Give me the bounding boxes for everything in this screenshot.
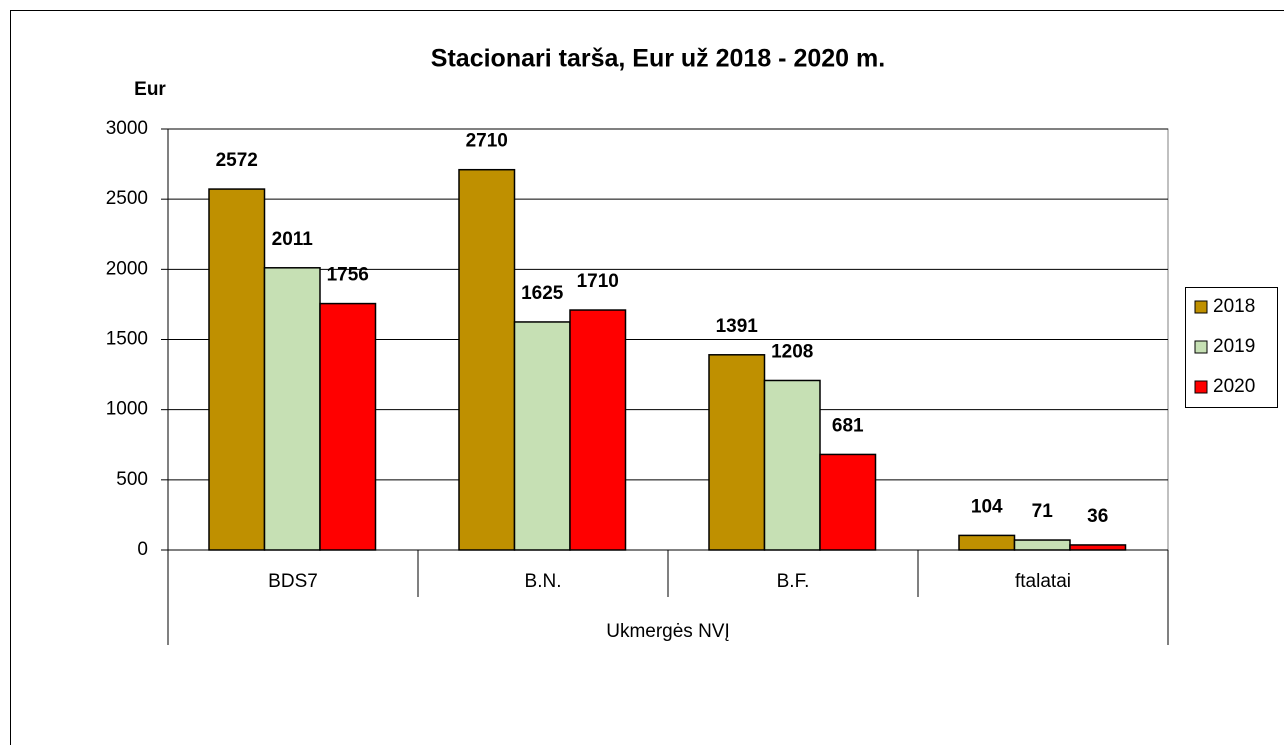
bar bbox=[208, 188, 266, 551]
y-tick-label: 500 bbox=[116, 469, 148, 490]
data-label: 1756 bbox=[327, 265, 369, 286]
bar bbox=[708, 354, 766, 551]
data-label: 36 bbox=[1087, 506, 1108, 527]
y-axis-label: Eur bbox=[134, 79, 166, 100]
legend-swatch bbox=[1194, 380, 1208, 394]
data-label: 1710 bbox=[577, 271, 619, 292]
chart-title: Stacionari tarša, Eur už 2018 - 2020 m. bbox=[431, 45, 885, 73]
bar bbox=[1013, 539, 1071, 551]
legend-label: 2018 bbox=[1213, 296, 1255, 317]
data-label: 1625 bbox=[521, 283, 564, 304]
data-label: 2572 bbox=[216, 150, 258, 171]
data-label: 1391 bbox=[716, 316, 759, 337]
data-label: 104 bbox=[971, 496, 1003, 517]
bar bbox=[569, 309, 627, 551]
legend-swatch bbox=[1194, 300, 1208, 314]
y-tick-label: 2000 bbox=[106, 258, 148, 279]
y-tick-label: 1500 bbox=[106, 329, 148, 350]
bar bbox=[819, 453, 877, 551]
bar bbox=[458, 168, 516, 551]
data-label: 2011 bbox=[272, 229, 314, 250]
legend-swatch bbox=[1194, 340, 1208, 354]
y-tick-label: 1000 bbox=[106, 399, 148, 420]
data-label: 1208 bbox=[771, 341, 813, 362]
chart-frame bbox=[10, 10, 1284, 745]
x-tick-label: ftalatai bbox=[1015, 571, 1071, 592]
data-label: 681 bbox=[832, 415, 864, 436]
y-tick-label: 3000 bbox=[106, 118, 148, 139]
group-label: Ukmergės NVĮ bbox=[606, 621, 730, 642]
data-label: 71 bbox=[1032, 501, 1054, 522]
legend-label: 2020 bbox=[1213, 376, 1255, 397]
y-tick-label: 2500 bbox=[106, 188, 148, 209]
bar bbox=[1069, 544, 1127, 551]
x-tick-label: B.N. bbox=[525, 571, 562, 592]
bar bbox=[319, 302, 377, 551]
bar bbox=[958, 534, 1016, 551]
legend-label: 2019 bbox=[1213, 336, 1255, 357]
x-tick-label: BDS7 bbox=[268, 571, 318, 592]
bar bbox=[263, 267, 321, 551]
x-tick-label: B.F. bbox=[777, 571, 810, 592]
y-tick-label: 0 bbox=[137, 539, 148, 560]
bar bbox=[763, 379, 821, 551]
data-label: 2710 bbox=[466, 131, 508, 152]
bar bbox=[513, 321, 571, 551]
